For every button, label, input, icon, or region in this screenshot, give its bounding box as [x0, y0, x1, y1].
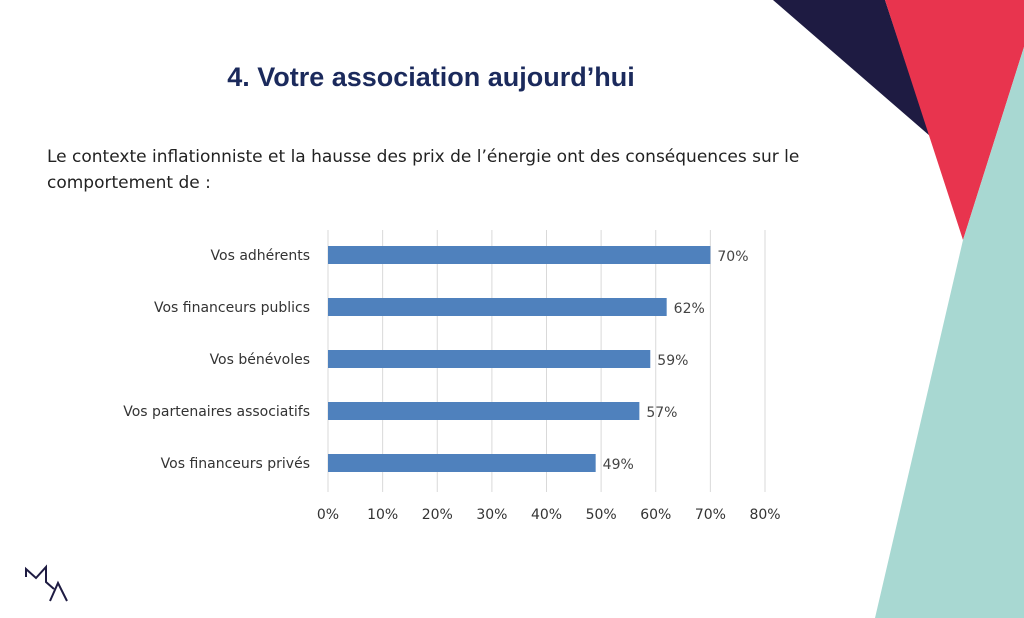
data-label: 62% — [674, 301, 705, 317]
slide-title: 4. Votre association aujourd’hui — [227, 62, 635, 92]
bar — [328, 298, 667, 316]
x-tick-label: 10% — [367, 507, 398, 523]
category-label: Vos adhérents — [211, 248, 310, 264]
teal-shape — [875, 47, 1024, 618]
data-label: 57% — [646, 405, 677, 421]
x-tick-label: 80% — [749, 507, 780, 523]
x-tick-label: 70% — [695, 507, 726, 523]
data-label: 49% — [603, 457, 634, 473]
slide-subtitle: Le contexte inflationniste et la hausse … — [47, 147, 800, 193]
category-label: Vos financeurs privés — [161, 456, 310, 472]
bar — [328, 246, 711, 264]
red-triangle — [885, 0, 1024, 240]
x-tick-label: 60% — [640, 507, 671, 523]
ma-logo — [25, 564, 68, 602]
category-label: Vos bénévoles — [210, 352, 310, 368]
category-label: Vos partenaires associatifs — [123, 404, 310, 420]
x-tick-label: 40% — [531, 507, 562, 523]
navy-triangle — [773, 0, 930, 136]
x-tick-label: 50% — [586, 507, 617, 523]
bar — [328, 454, 596, 472]
data-label: 59% — [657, 353, 688, 369]
x-tick-label: 0% — [317, 507, 339, 523]
bar — [328, 350, 651, 368]
category-label: Vos financeurs publics — [154, 300, 310, 316]
data-label: 70% — [717, 249, 748, 265]
x-tick-label: 20% — [422, 507, 453, 523]
bar — [328, 402, 640, 420]
x-tick-label: 30% — [476, 507, 507, 523]
